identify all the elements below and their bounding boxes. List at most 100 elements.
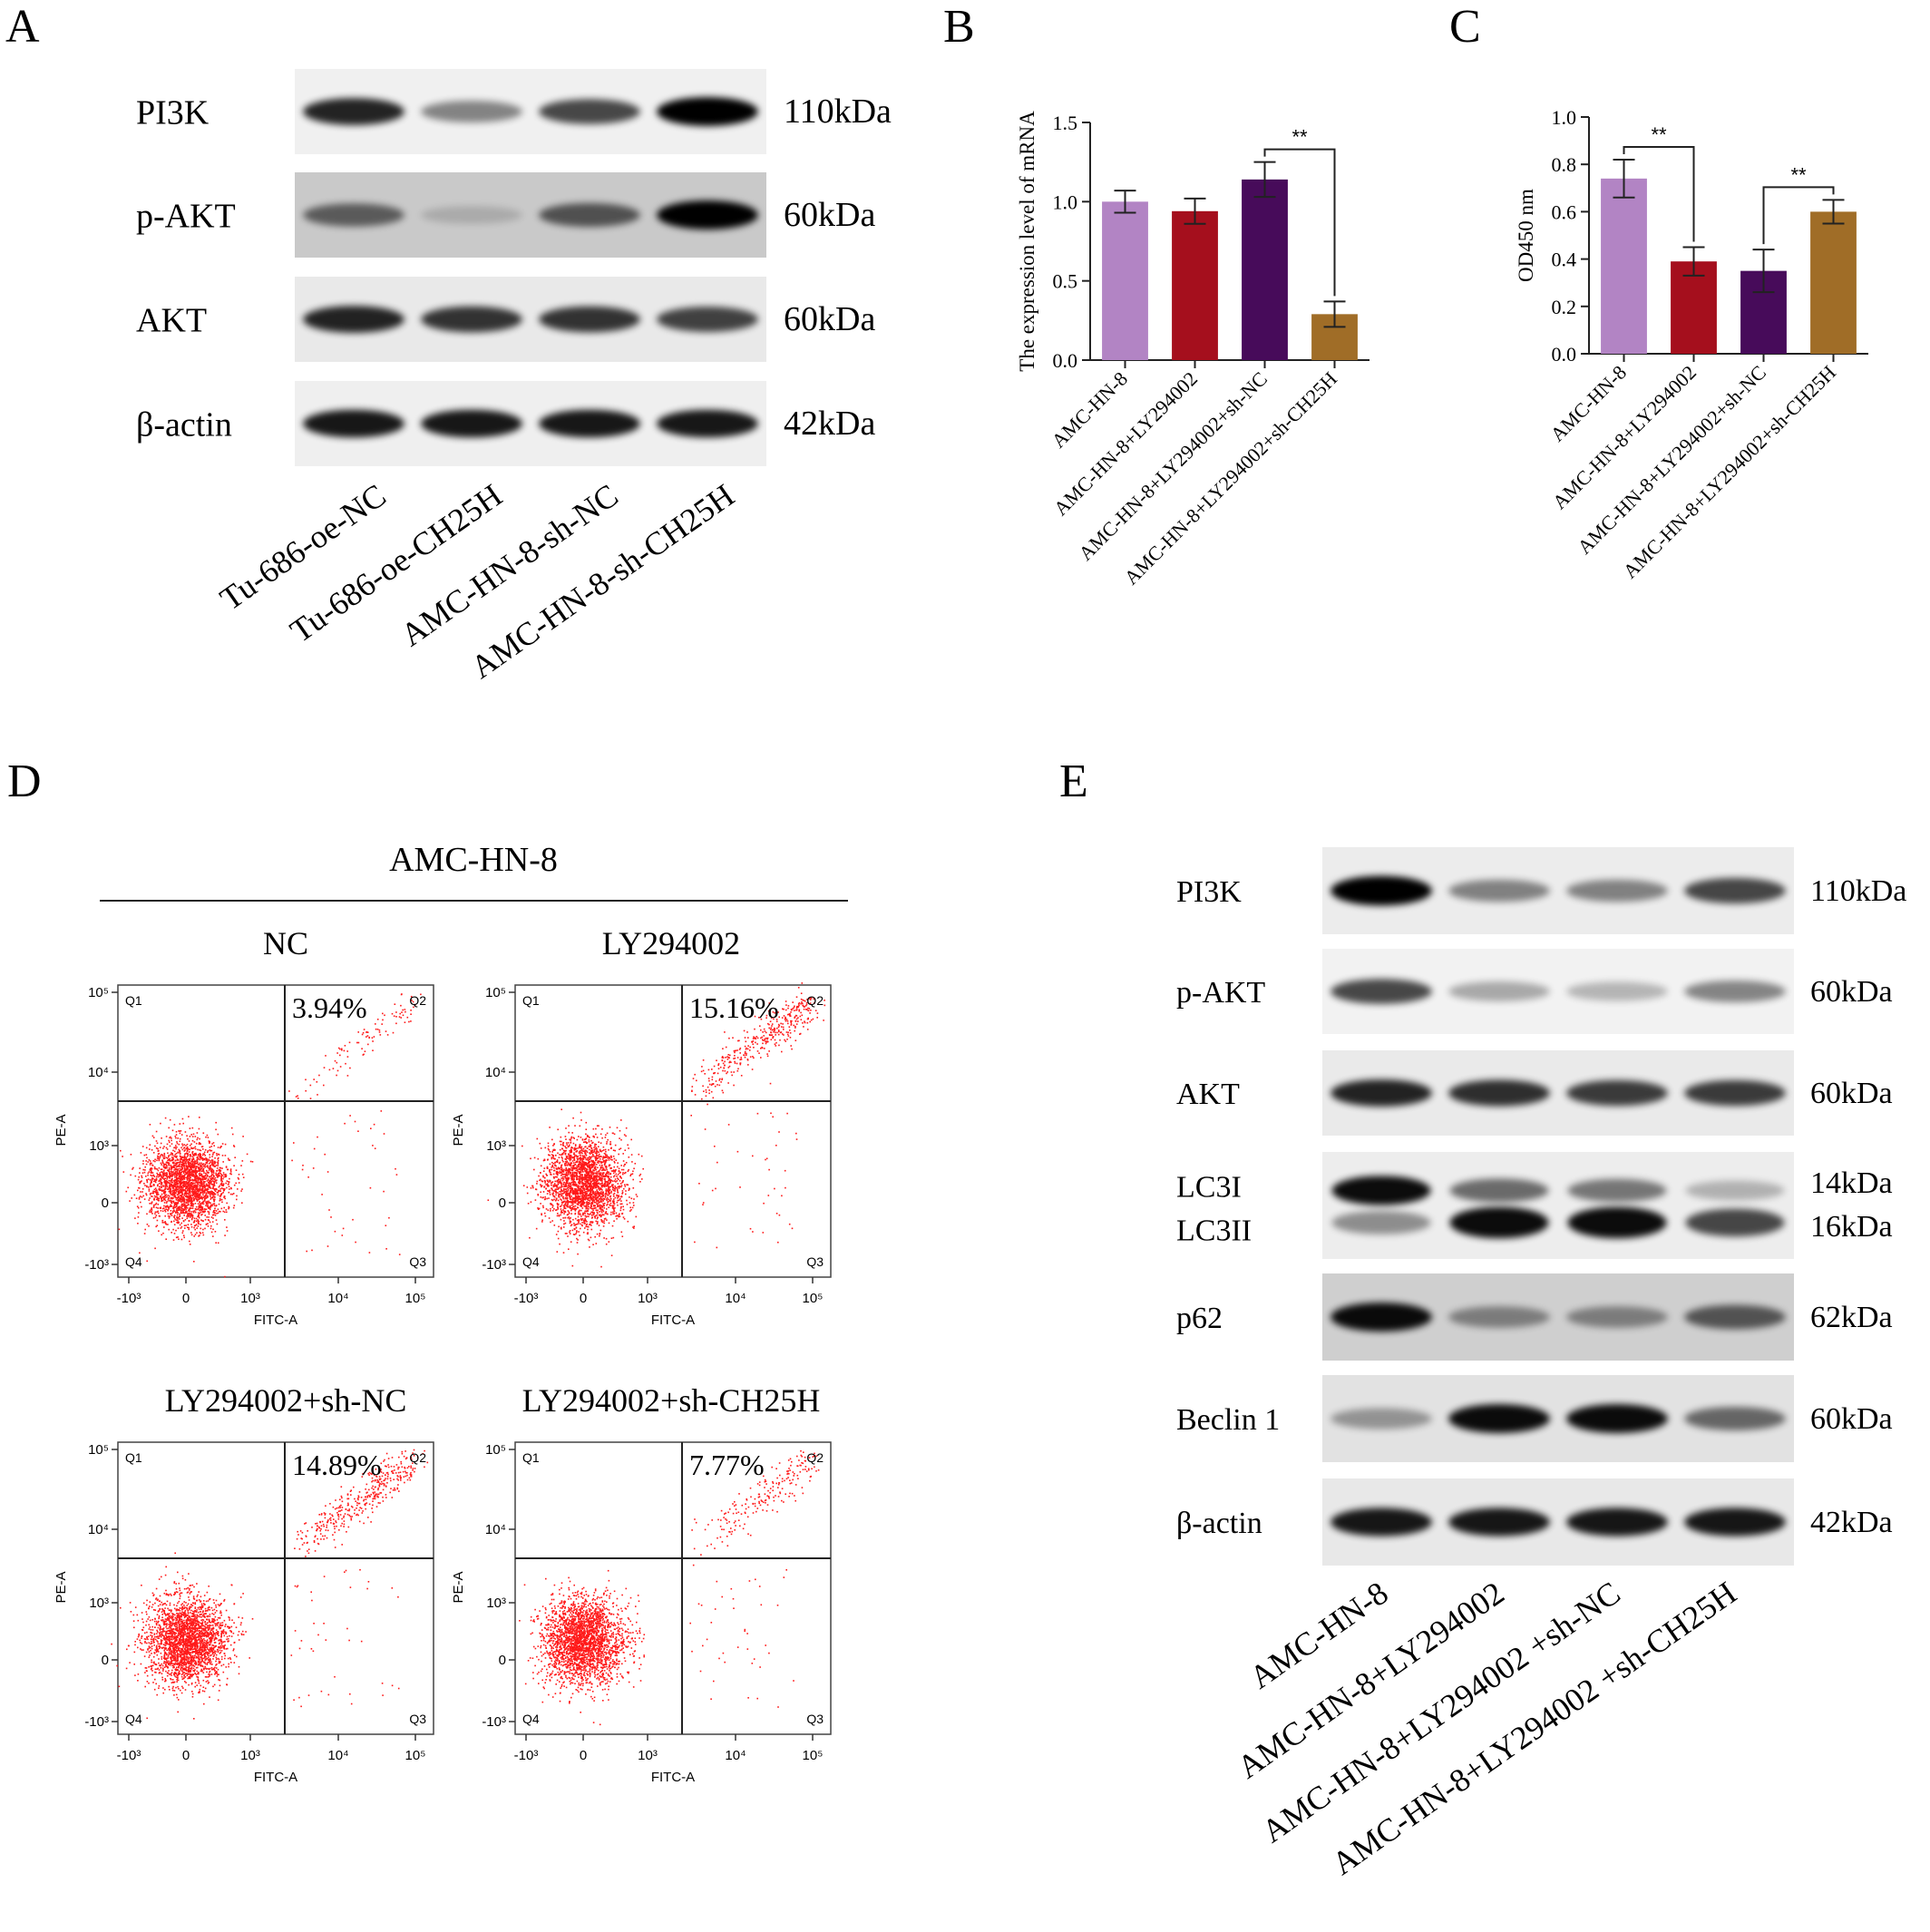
flow-dot — [590, 1236, 592, 1239]
flow-dot — [192, 1212, 195, 1214]
flow-dot — [588, 1176, 590, 1177]
flow-dot — [216, 1153, 218, 1155]
flow-dot-q2 — [401, 1011, 403, 1013]
flow-dot — [179, 1185, 181, 1186]
flow-dot — [185, 1186, 187, 1188]
flow-dot — [188, 1201, 190, 1203]
flow-dot — [574, 1187, 576, 1190]
flow-dot — [133, 1194, 136, 1196]
flow-dot — [212, 1214, 215, 1216]
blot-row-p-akt-label: p-AKT — [1176, 976, 1265, 1010]
flow-dot — [160, 1155, 161, 1157]
flow-dot — [171, 1192, 173, 1194]
flow-dot — [201, 1154, 204, 1156]
flow-dot — [165, 1206, 167, 1208]
flow-dot — [562, 1160, 564, 1163]
flow-dot — [161, 1161, 164, 1164]
flow-dot — [540, 1165, 542, 1167]
flow-dot — [588, 1159, 590, 1162]
flow-dot — [138, 1196, 141, 1199]
flow-dot — [542, 1176, 544, 1178]
flow-dot — [208, 1191, 210, 1193]
flow-dot — [541, 1221, 543, 1223]
flow-dot — [152, 1185, 155, 1186]
flow-dot — [138, 1212, 140, 1214]
flow-dot — [580, 1188, 582, 1191]
flow-dot — [182, 1180, 184, 1183]
flow-dot — [151, 1195, 152, 1197]
flow-dot — [154, 1216, 157, 1218]
flow-dot — [208, 1181, 210, 1183]
flow-dot-q3 — [374, 1147, 376, 1149]
flow-dot — [180, 1178, 181, 1181]
flow-dot — [556, 1159, 559, 1161]
flow-dot — [576, 1231, 578, 1234]
flow-dot — [176, 1210, 178, 1213]
flow-dot — [196, 1194, 199, 1195]
flow-dot — [221, 1201, 223, 1204]
flow-dot — [169, 1215, 171, 1217]
flow-dot — [554, 1188, 557, 1191]
flow-dot — [179, 1130, 180, 1132]
flow-dot — [563, 1206, 565, 1208]
flow-dot — [198, 1206, 200, 1209]
flow-dot — [201, 1166, 203, 1168]
flow-dot — [184, 1227, 186, 1229]
flow-dot — [180, 1195, 182, 1196]
flow-dot — [179, 1224, 181, 1226]
flow-dot — [577, 1170, 579, 1172]
flow-dot — [593, 1169, 596, 1172]
flow-dot — [188, 1186, 190, 1189]
flow-dot — [198, 1223, 200, 1225]
flow-dot — [136, 1205, 139, 1207]
flow-dot — [582, 1157, 585, 1159]
flow-dot — [559, 1170, 561, 1173]
flow-dot — [602, 1195, 604, 1196]
flow-dot — [225, 1173, 227, 1176]
flow-dot — [224, 1175, 227, 1176]
flow-dot — [184, 1153, 186, 1156]
flow-dot — [590, 1184, 592, 1186]
flow-dot — [187, 1224, 190, 1225]
blot-row-p-akt-band-2 — [1448, 981, 1550, 1001]
flow-dot — [177, 1209, 179, 1212]
panel-b-significance-label-1: ** — [1292, 126, 1308, 149]
flow-dot — [558, 1162, 560, 1165]
flow-dot — [186, 1190, 188, 1193]
flow-dot — [165, 1164, 168, 1166]
flow-dot — [167, 1159, 169, 1162]
flow-dot — [598, 1186, 599, 1188]
flow-dot — [238, 1174, 240, 1176]
flow-dot — [609, 1143, 611, 1146]
flow-dot — [575, 1155, 577, 1156]
flow-dot — [176, 1214, 179, 1215]
flow-dot — [609, 1200, 612, 1202]
flow-dot — [594, 1161, 596, 1164]
blot-row-actin: β-actin 42kDa — [136, 381, 875, 466]
flow-dot — [559, 1154, 560, 1156]
flow-dot — [163, 1181, 166, 1184]
flow-dot — [617, 1162, 619, 1164]
flow-dot — [189, 1183, 190, 1186]
flow-dot — [171, 1197, 172, 1199]
flow-dot — [215, 1182, 218, 1184]
flow-dot — [210, 1198, 212, 1200]
flow-dot — [180, 1164, 182, 1166]
flow-dot — [178, 1177, 180, 1179]
flow-dot-q3 — [317, 1136, 318, 1138]
flow-dot — [605, 1189, 607, 1192]
flow-dot — [204, 1208, 206, 1211]
panel-b-y-tick-label: 1.5 — [1053, 112, 1078, 134]
flow-dot — [172, 1187, 174, 1190]
flow-dot — [615, 1169, 617, 1171]
flow-dot — [182, 1186, 185, 1188]
flow-dot — [151, 1177, 153, 1180]
flow-dot — [211, 1169, 213, 1171]
flow-dot — [192, 1169, 195, 1172]
flow-dot — [174, 1171, 177, 1173]
blot-row-pi3k-band-3 — [539, 99, 640, 124]
flow-dot — [599, 1207, 601, 1210]
flow-dot-q2 — [366, 1031, 369, 1033]
flow-dot — [176, 1155, 178, 1157]
flow-dot — [152, 1152, 155, 1154]
